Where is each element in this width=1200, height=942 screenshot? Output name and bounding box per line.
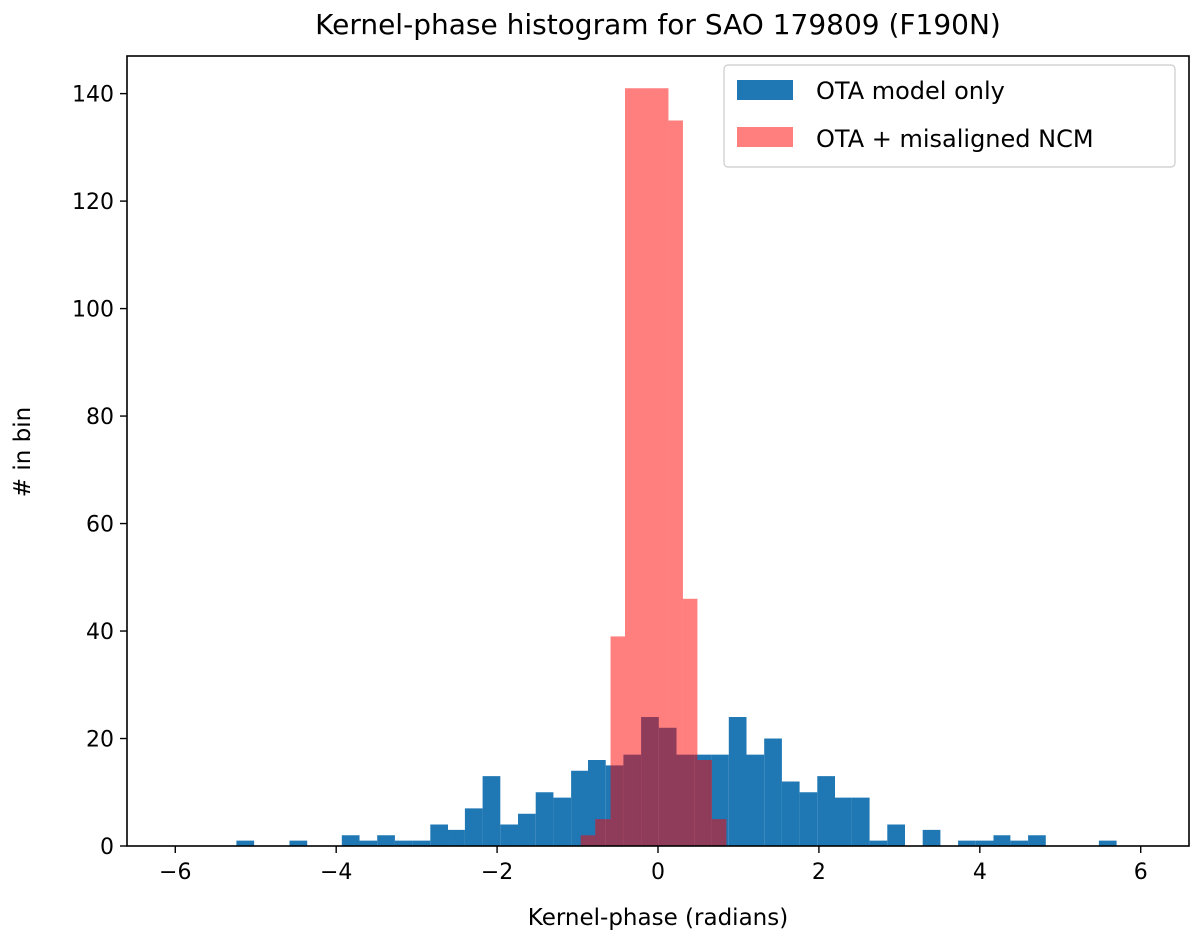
bar-ota-misaligned-ncm-3: [625, 88, 640, 847]
legend-swatch-ota-model-only: [737, 80, 793, 100]
legend-frame: [723, 64, 1176, 168]
x-tick-label: −4: [320, 860, 352, 885]
x-axis-ticks: −6 −4 −2 0 2 4 6: [159, 846, 1148, 885]
bar-ota-model-only-8: [448, 829, 465, 846]
bar-ota-model-only-35: [958, 840, 976, 846]
bar-ota-model-only-3: [359, 840, 378, 846]
bar-ota-model-only-36: [975, 840, 994, 846]
bar-ota-misaligned-ncm-4: [639, 88, 654, 847]
bar-ota-model-only-15: [571, 770, 589, 846]
x-tick-label: 0: [651, 860, 665, 885]
chart-title: Kernel-phase histogram for SAO 179809 (F…: [315, 8, 1001, 41]
y-tick-label: 20: [86, 728, 114, 753]
y-tick-label: 140: [72, 83, 114, 108]
y-tick-label: 80: [86, 405, 114, 430]
legend-label-ota-model-only: OTA model only: [816, 77, 1005, 105]
bar-ota-misaligned-ncm-8: [697, 760, 712, 846]
bar-ota-model-only-38: [1010, 840, 1029, 846]
legend: OTA model only OTA + misaligned NCM: [723, 64, 1176, 168]
bar-ota-model-only-28: [799, 792, 818, 846]
bar-ota-model-only-10: [482, 776, 501, 846]
bar-ota-model-only-14: [553, 797, 572, 846]
bar-ota-model-only-33: [887, 824, 905, 846]
legend-swatch-ota-misaligned-ncm: [737, 127, 793, 147]
bar-ota-misaligned-ncm-1: [595, 819, 611, 846]
bar-ota-model-only-24: [728, 717, 747, 846]
x-tick-label: 2: [812, 860, 826, 885]
bar-ota-misaligned-ncm-5: [653, 88, 669, 847]
bar-ota-model-only-7: [430, 824, 449, 846]
bar-ota-misaligned-ncm-6: [668, 120, 683, 846]
bar-ota-model-only-27: [781, 781, 800, 846]
bar-ota-model-only-4: [377, 835, 395, 846]
bar-ota-model-only-2: [341, 835, 360, 846]
bar-ota-model-only-11: [500, 824, 519, 846]
x-axis-label: Kernel-phase (radians): [528, 905, 788, 931]
bar-ota-model-only-0: [236, 840, 255, 846]
series-ota-misaligned-ncm: [580, 88, 727, 847]
x-tick-label: 4: [973, 860, 987, 885]
y-axis-ticks: 0 20 40 60 80 100 120 140: [72, 83, 127, 860]
x-tick-label: 6: [1134, 860, 1148, 885]
bar-ota-model-only-37: [993, 835, 1011, 846]
x-tick-label: −2: [481, 860, 513, 885]
bar-ota-model-only-6: [412, 840, 431, 846]
bar-ota-model-only-40: [1098, 840, 1117, 846]
legend-label-ota-misaligned-ncm: OTA + misaligned NCM: [816, 125, 1094, 153]
y-tick-label: 100: [72, 298, 114, 323]
bar-ota-model-only-30: [835, 797, 852, 846]
bar-ota-model-only-39: [1028, 835, 1046, 846]
bar-ota-model-only-26: [764, 738, 782, 846]
bar-ota-model-only-29: [817, 776, 835, 846]
y-tick-label: 60: [86, 513, 114, 538]
bar-ota-model-only-1: [289, 840, 308, 846]
bar-ota-model-only-34: [922, 829, 941, 846]
bar-ota-model-only-32: [869, 840, 888, 846]
bar-ota-misaligned-ncm-9: [711, 819, 727, 846]
bar-ota-misaligned-ncm-0: [580, 835, 596, 846]
bar-ota-misaligned-ncm-2: [610, 636, 626, 846]
y-tick-label: 120: [72, 190, 114, 215]
bar-ota-misaligned-ncm-7: [682, 598, 698, 846]
bar-ota-model-only-5: [394, 840, 413, 846]
bar-ota-model-only-31: [851, 797, 870, 846]
y-tick-label: 40: [86, 620, 114, 645]
y-axis-label: # in bin: [10, 407, 36, 497]
x-tick-label: −6: [159, 860, 191, 885]
bar-ota-model-only-12: [518, 813, 536, 846]
y-tick-label: 0: [100, 835, 114, 860]
bar-ota-model-only-25: [746, 754, 765, 846]
bar-ota-model-only-13: [535, 792, 554, 846]
bar-ota-model-only-9: [464, 808, 483, 846]
